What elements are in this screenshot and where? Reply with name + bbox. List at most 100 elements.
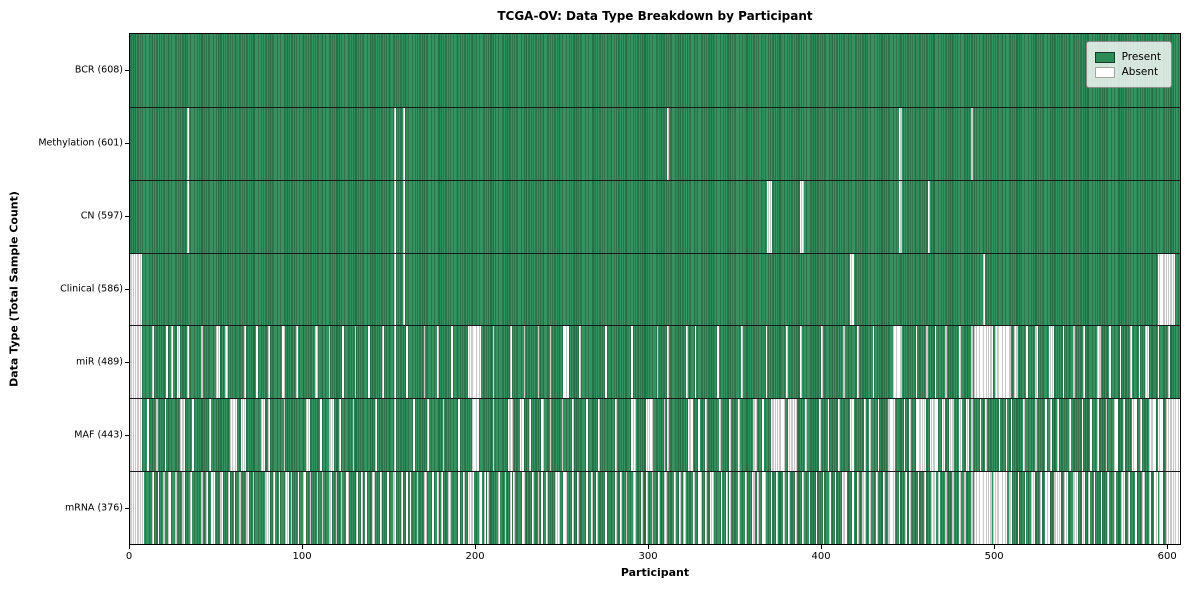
absent-stripe (862, 472, 866, 544)
absent-stripe (200, 472, 203, 544)
absent-stripe (651, 472, 654, 544)
absent-stripe (186, 326, 189, 399)
heatmap-row-Clinical (130, 252, 1180, 326)
absent-stripe (656, 326, 659, 399)
x-tick-label-300: 300 (638, 551, 658, 562)
absent-stripe (186, 107, 189, 180)
absent-stripe (268, 399, 270, 472)
absent-stripe (585, 399, 588, 472)
absent-stripe (717, 326, 719, 399)
y-tick-mark (125, 69, 129, 71)
absent-stripe (1034, 399, 1037, 472)
absent-stripe (356, 472, 358, 544)
absent-stripe (563, 472, 567, 544)
absent-stripe (756, 472, 759, 544)
absent-stripe (905, 472, 908, 544)
absent-stripe (898, 180, 902, 253)
absent-stripe (604, 472, 607, 544)
absent-stripe (1053, 472, 1061, 544)
absent-stripe (698, 399, 700, 472)
absent-stripe (572, 399, 574, 472)
x-tick-mark (302, 545, 304, 549)
absent-stripe (523, 326, 526, 399)
absent-stripe (850, 253, 854, 326)
absent-stripe (694, 326, 697, 399)
absent-stripe (926, 326, 928, 399)
absent-stripe (319, 399, 322, 472)
absent-stripe (1167, 326, 1170, 399)
absent-stripe (632, 472, 636, 544)
absent-stripe (737, 472, 740, 544)
absent-stripe (238, 472, 241, 544)
y-tick-label-miR: miR (489) (75, 356, 123, 368)
legend-item-present: Present (1094, 51, 1161, 63)
absent-stripe (1140, 399, 1142, 472)
x-tick-label-600: 600 (1157, 551, 1177, 562)
absent-stripe (1100, 472, 1103, 544)
absent-stripe (402, 107, 405, 180)
absent-stripe (216, 326, 220, 399)
absent-stripe (224, 326, 229, 399)
absent-stripe (340, 472, 343, 544)
absent-stripe (800, 326, 802, 399)
absent-stripe (273, 472, 276, 544)
absent-stripe (898, 472, 901, 544)
absent-stripe (1166, 399, 1180, 472)
absent-stripe (1129, 326, 1132, 399)
bar-edges-overlay (130, 34, 1180, 107)
absent-stripe (888, 399, 896, 472)
x-tick-mark (648, 545, 650, 549)
absent-stripe (471, 399, 479, 472)
absent-stripe (402, 253, 405, 326)
absent-stripe (130, 399, 143, 472)
absent-stripe (876, 472, 878, 544)
absent-stripe (737, 399, 740, 472)
absent-stripe (971, 107, 973, 180)
absent-stripe (915, 399, 927, 472)
absent-stripe (166, 326, 168, 399)
absent-stripe (815, 472, 818, 544)
absent-stripe (537, 472, 540, 544)
absent-stripe (487, 472, 490, 544)
absent-stripe (1045, 399, 1047, 472)
absent-stripe (1017, 472, 1020, 544)
absent-stripe (808, 472, 811, 544)
x-tick-mark (821, 545, 823, 549)
absent-stripe (857, 472, 859, 544)
absent-stripe (686, 326, 688, 399)
absent-stripe (458, 472, 460, 544)
absent-stripe (375, 399, 377, 472)
absent-stripe (908, 399, 911, 472)
absent-stripe (1081, 399, 1084, 472)
absent-stripe (762, 472, 766, 544)
absent-stripe (1048, 326, 1054, 399)
absent-stripe (1026, 326, 1029, 399)
absent-stripe (406, 326, 409, 399)
absent-stripe (1005, 399, 1008, 472)
absent-stripe (577, 472, 579, 544)
absent-stripe (705, 399, 707, 472)
absent-stripe (492, 399, 495, 472)
absent-stripe (572, 472, 574, 544)
absent-stripe (423, 326, 426, 399)
x-tick-label-400: 400 (811, 551, 831, 562)
absent-stripe (380, 472, 383, 544)
absent-stripe (302, 472, 307, 544)
absent-stripe (762, 399, 764, 472)
absent-stripe (174, 472, 177, 544)
x-tick-label-100: 100 (292, 551, 312, 562)
absent-stripe (484, 472, 486, 544)
absent-stripe (941, 399, 946, 472)
absent-stripe (1031, 472, 1035, 544)
absent-stripe (392, 472, 396, 544)
absent-stripe (528, 399, 531, 472)
absent-stripe (851, 472, 854, 544)
absent-stripe (261, 399, 265, 472)
absent-stripe (1121, 472, 1125, 544)
absent-stripe (130, 253, 143, 326)
absent-stripe (667, 399, 669, 472)
absent-stripe (720, 472, 723, 544)
plot-area: Present Absent (129, 33, 1181, 545)
absent-stripe (186, 180, 189, 253)
absent-stripe (130, 326, 143, 399)
